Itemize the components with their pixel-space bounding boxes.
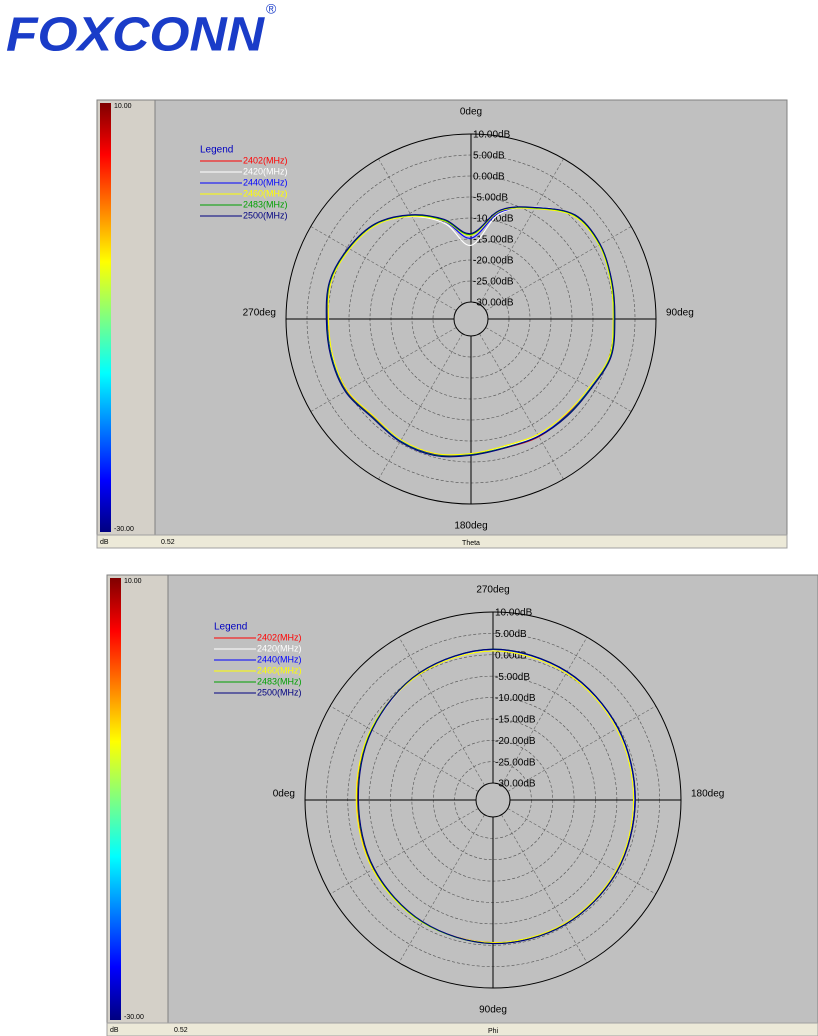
spoke: [507, 705, 656, 792]
status-strip: [106, 1022, 818, 1036]
angle-tick-label: 90deg: [479, 1005, 507, 1016]
logo: FOXCONN: [6, 9, 265, 62]
legend-label: 2500(MHz): [257, 687, 302, 697]
spoke: [479, 158, 564, 305]
colorbar-unit: dB: [110, 1027, 119, 1034]
scale-value: 0.52: [161, 539, 175, 546]
legend-title: Legend: [200, 145, 233, 156]
colorbar: [110, 578, 121, 1020]
legend-label: 2460(MHz): [243, 188, 288, 198]
r-tick-label: -5.00dB: [495, 672, 530, 683]
angle-tick-label: 180deg: [454, 521, 487, 532]
legend-label: 2402(MHz): [243, 155, 288, 165]
r-tick-label: -20.00dB: [495, 736, 536, 747]
angle-tick-label: 90deg: [666, 308, 694, 319]
colorbar-max-label: 10.00: [114, 103, 132, 110]
colorbar-min-label: -30.00: [124, 1014, 144, 1021]
scale-value: 0.52: [174, 1027, 188, 1034]
axis-label: Phi: [488, 1028, 499, 1035]
legend-label: 2420(MHz): [257, 643, 302, 653]
legend-title: Legend: [214, 622, 247, 633]
angle-tick-label: 270deg: [243, 308, 276, 319]
pattern-curve: [357, 648, 636, 945]
legend-label: 2420(MHz): [243, 166, 288, 176]
r-tick-label: -30.00dB: [495, 779, 536, 790]
r-tick-label: 5.00dB: [495, 629, 527, 640]
r-tick-label: -10.00dB: [495, 693, 536, 704]
spoke: [310, 226, 457, 311]
pattern-curve: [325, 206, 616, 458]
spoke: [398, 814, 485, 963]
r-tick-label: 5.00dB: [473, 151, 505, 162]
legend-label: 2483(MHz): [257, 676, 302, 686]
pattern-curve: [327, 207, 614, 456]
r-tick-label: -20.00dB: [473, 256, 514, 267]
r-tick-label: -25.00dB: [473, 277, 514, 288]
spoke: [485, 327, 632, 412]
colorbar: [100, 103, 111, 532]
legend-label: 2460(MHz): [257, 665, 302, 675]
spoke: [378, 158, 463, 305]
r-tick-label: -5.00dB: [473, 193, 508, 204]
colorbar-max-label: 10.00: [124, 578, 142, 585]
spoke: [507, 808, 656, 895]
spoke: [310, 327, 457, 412]
angle-tick-label: 0deg: [460, 107, 482, 118]
spoke: [378, 333, 463, 480]
spoke: [398, 637, 485, 786]
colorbar-min-label: -30.00: [114, 526, 134, 533]
r-tick-label: 10.00dB: [473, 130, 511, 141]
r-tick-label: 10.00dB: [495, 608, 533, 619]
legend-label: 2440(MHz): [257, 654, 302, 664]
r-tick-label: 0.00dB: [473, 172, 505, 183]
r-tick-label: -25.00dB: [495, 757, 536, 768]
angle-tick-label: 180deg: [691, 789, 724, 800]
legend-label: 2500(MHz): [243, 210, 288, 220]
r-tick-label: 0.00dB: [495, 650, 527, 661]
legend-label: 2402(MHz): [257, 632, 302, 642]
angle-tick-label: 270deg: [476, 585, 509, 596]
legend-label: 2483(MHz): [243, 199, 288, 209]
spoke: [479, 333, 564, 480]
angle-tick-label: 0deg: [273, 789, 295, 800]
status-strip: [96, 534, 788, 549]
logo-mark: ®: [266, 1, 277, 17]
r-tick-label: -15.00dB: [473, 235, 514, 246]
axis-label: Theta: [462, 540, 480, 547]
colorbar-unit: dB: [100, 539, 109, 546]
spoke: [485, 226, 632, 311]
r-tick-label: -30.00dB: [473, 298, 514, 309]
r-tick-label: -15.00dB: [495, 715, 536, 726]
legend-label: 2440(MHz): [243, 177, 288, 187]
